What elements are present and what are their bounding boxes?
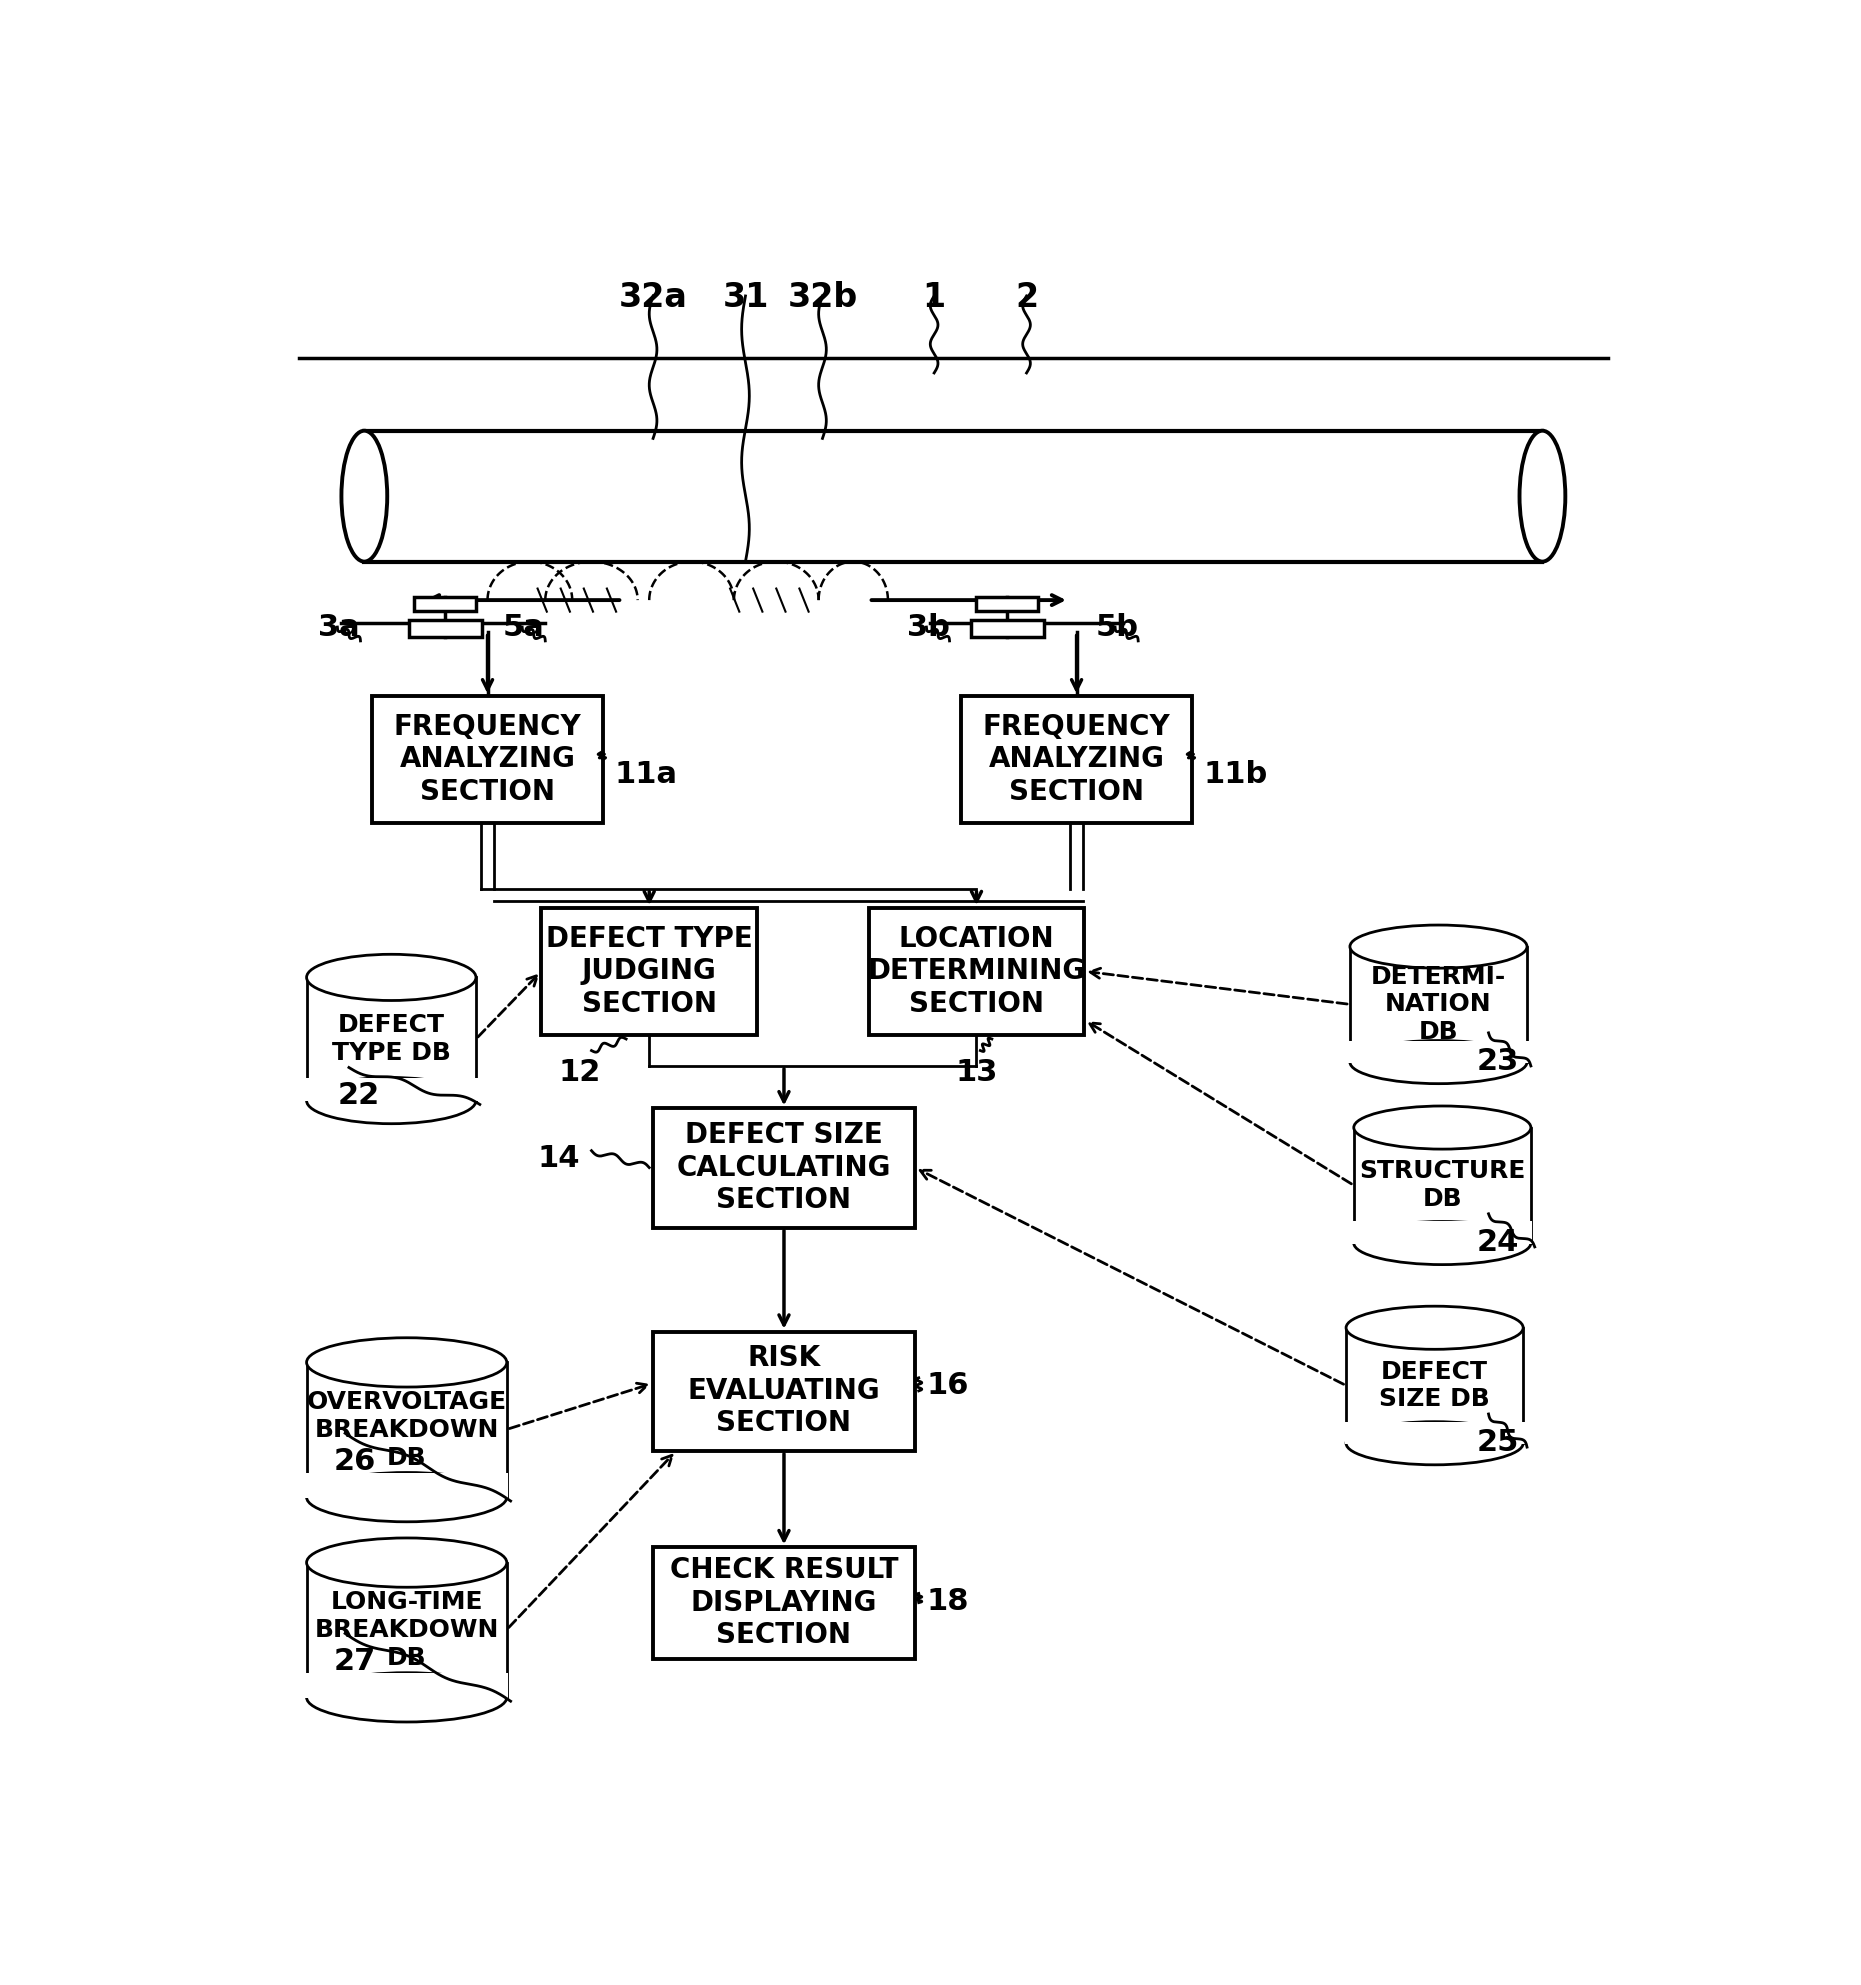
Text: DEFECT
SIZE DB: DEFECT SIZE DB xyxy=(1379,1360,1491,1411)
Text: STRUCTURE
DB: STRUCTURE DB xyxy=(1359,1159,1526,1211)
Text: CHECK RESULT
DISPLAYING
SECTION: CHECK RESULT DISPLAYING SECTION xyxy=(670,1556,899,1650)
Text: 11a: 11a xyxy=(614,760,677,790)
Bar xyxy=(1349,1040,1528,1062)
Text: 23: 23 xyxy=(1478,1046,1519,1076)
Bar xyxy=(372,697,603,824)
Text: 3b: 3b xyxy=(906,613,951,641)
Ellipse shape xyxy=(307,1538,506,1588)
Text: DEFECT
TYPE DB: DEFECT TYPE DB xyxy=(331,1012,450,1064)
Text: 26: 26 xyxy=(333,1447,376,1477)
Text: 24: 24 xyxy=(1478,1227,1519,1257)
Text: 22: 22 xyxy=(337,1082,380,1110)
Bar xyxy=(542,907,757,1034)
Ellipse shape xyxy=(307,1078,476,1124)
Ellipse shape xyxy=(1346,1306,1522,1350)
Text: 11b: 11b xyxy=(1204,760,1267,790)
Ellipse shape xyxy=(307,1338,506,1388)
Bar xyxy=(305,1673,508,1697)
Text: DETERMI-
NATION
DB: DETERMI- NATION DB xyxy=(1372,965,1506,1044)
Ellipse shape xyxy=(1346,1421,1522,1465)
Ellipse shape xyxy=(307,955,476,1000)
Bar xyxy=(409,619,482,637)
Bar xyxy=(653,1108,916,1227)
Ellipse shape xyxy=(307,1473,506,1522)
Text: 18: 18 xyxy=(927,1586,970,1616)
Text: 5a: 5a xyxy=(502,613,545,641)
Text: 12: 12 xyxy=(558,1058,601,1088)
Text: 16: 16 xyxy=(927,1372,970,1399)
Text: 5b: 5b xyxy=(1096,613,1139,641)
Text: RISK
EVALUATING
SECTION: RISK EVALUATING SECTION xyxy=(689,1344,880,1437)
Text: DEFECT TYPE
JUDGING
SECTION: DEFECT TYPE JUDGING SECTION xyxy=(545,925,752,1018)
Bar xyxy=(869,907,1085,1034)
Text: 25: 25 xyxy=(1478,1427,1519,1457)
Text: LOCATION
DETERMINING
SECTION: LOCATION DETERMINING SECTION xyxy=(867,925,1085,1018)
Text: 32b: 32b xyxy=(787,280,858,314)
Text: 14: 14 xyxy=(538,1143,581,1173)
Bar xyxy=(960,697,1193,824)
Bar xyxy=(415,597,476,611)
Bar xyxy=(1353,1221,1532,1245)
Text: 2: 2 xyxy=(1014,280,1038,314)
Text: 1: 1 xyxy=(923,280,945,314)
Bar xyxy=(305,1473,508,1499)
Bar xyxy=(971,619,1044,637)
Bar xyxy=(1344,1421,1524,1443)
Ellipse shape xyxy=(1349,1040,1528,1084)
Ellipse shape xyxy=(341,431,387,562)
Ellipse shape xyxy=(1353,1106,1532,1149)
Ellipse shape xyxy=(307,1673,506,1723)
Text: 13: 13 xyxy=(955,1058,997,1088)
Bar xyxy=(305,1078,478,1102)
Text: 31: 31 xyxy=(722,280,769,314)
Bar xyxy=(653,1332,916,1451)
Text: 27: 27 xyxy=(333,1648,376,1675)
Text: DEFECT SIZE
CALCULATING
SECTION: DEFECT SIZE CALCULATING SECTION xyxy=(677,1122,891,1215)
Bar xyxy=(653,1546,916,1659)
Text: 32a: 32a xyxy=(618,280,687,314)
Bar xyxy=(977,597,1038,611)
Text: FREQUENCY
ANALYZING
SECTION: FREQUENCY ANALYZING SECTION xyxy=(983,713,1171,806)
Text: OVERVOLTAGE
BREAKDOWN
DB: OVERVOLTAGE BREAKDOWN DB xyxy=(307,1390,506,1469)
Ellipse shape xyxy=(1520,431,1565,562)
Text: LONG-TIME
BREAKDOWN
DB: LONG-TIME BREAKDOWN DB xyxy=(315,1590,499,1669)
Text: 3a: 3a xyxy=(318,613,359,641)
Ellipse shape xyxy=(1349,925,1528,969)
Text: FREQUENCY
ANALYZING
SECTION: FREQUENCY ANALYZING SECTION xyxy=(395,713,581,806)
Ellipse shape xyxy=(1353,1221,1532,1264)
